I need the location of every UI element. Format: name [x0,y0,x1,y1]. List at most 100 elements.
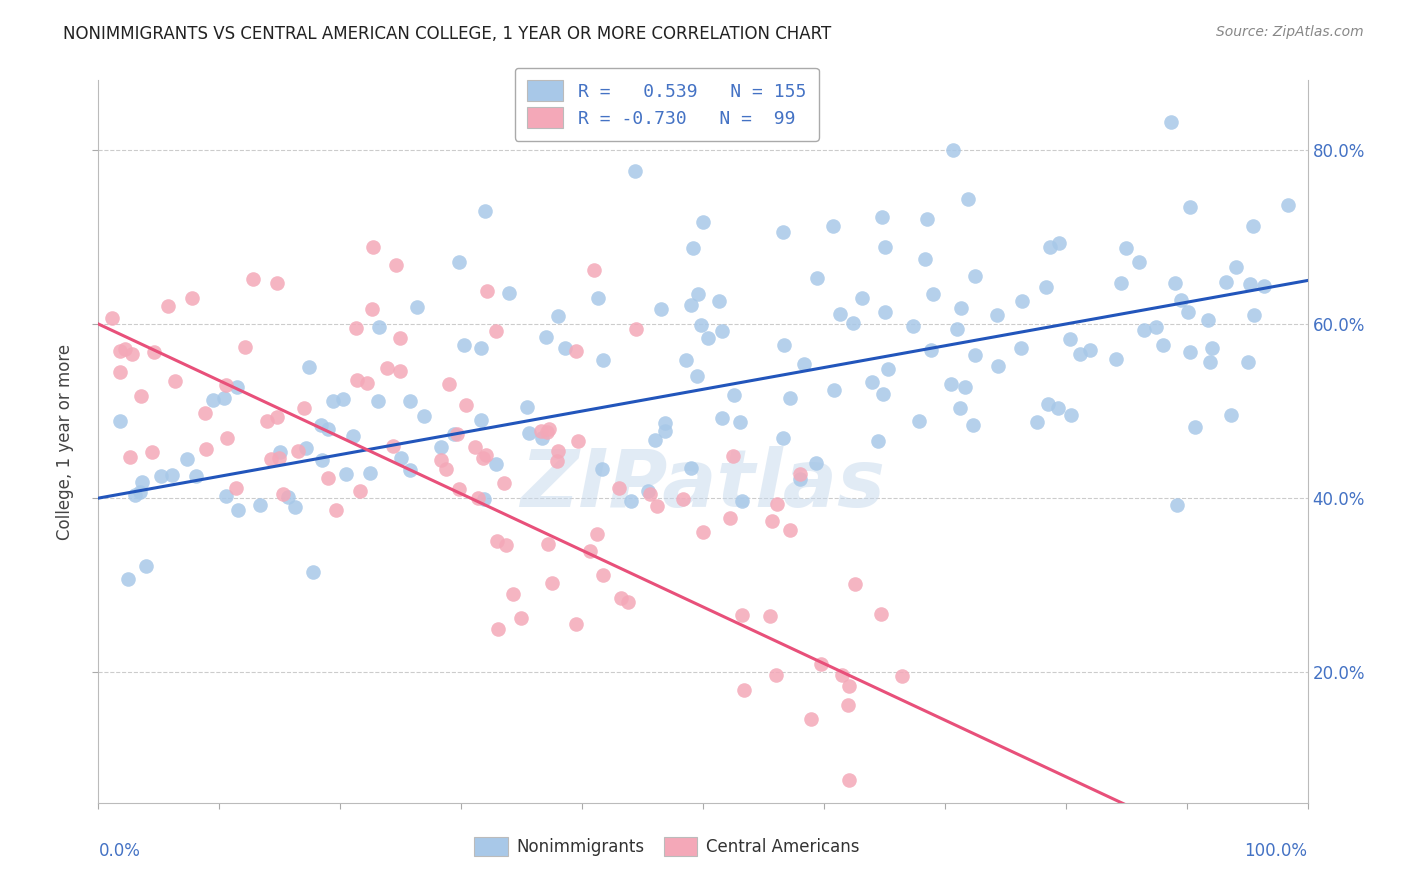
Point [449,255,471,269]
Point [316,471,339,485]
Point [686,368,709,383]
Point [472,491,495,506]
Point [118,450,141,465]
Point [1178,345,1201,359]
Point [772,225,794,239]
Point [398,393,420,408]
Point [256,414,278,428]
Point [806,270,828,285]
Point [793,357,815,371]
Point [707,294,730,309]
Point [453,337,475,351]
Point [194,442,217,456]
Point [277,490,299,504]
Point [1243,308,1265,322]
Point [640,487,662,501]
Point [806,456,828,470]
Point [962,417,984,432]
Point [765,497,787,511]
Point [474,204,496,219]
Point [828,307,851,321]
Point [761,514,783,528]
Text: 0.0%: 0.0% [98,842,141,860]
Point [637,484,659,499]
Point [546,454,568,468]
Point [332,392,354,406]
Point [101,310,124,325]
Point [121,347,143,361]
Point [1197,313,1219,327]
Point [389,451,412,466]
Point [789,467,811,482]
Text: ZIPatlas: ZIPatlas [520,446,886,524]
Point [1078,343,1101,357]
Point [870,210,893,224]
Point [721,449,744,463]
Point [434,462,457,476]
Point [129,389,152,403]
Point [269,450,291,465]
Point [412,409,434,424]
Point [942,143,965,157]
Point [1160,114,1182,128]
Point [537,537,560,551]
Point [225,481,247,495]
Point [531,431,554,445]
Point [361,240,384,254]
Point [765,668,787,682]
Point [890,669,912,683]
Point [866,434,889,449]
Point [322,394,344,409]
Point [398,463,420,477]
Point [1164,277,1187,291]
Point [485,324,508,338]
Point [624,322,647,336]
Point [284,500,307,514]
Point [349,484,371,499]
Point [242,271,264,285]
Point [672,491,695,506]
Point [1039,240,1062,254]
Point [534,330,557,344]
Point [1166,498,1188,512]
Point [212,391,235,405]
Point [344,321,367,335]
Point [184,469,207,483]
Point [454,398,477,412]
Point [1241,219,1264,234]
Point [679,298,702,312]
Point [530,424,553,438]
Point [510,611,533,625]
Point [730,415,752,429]
Point [547,309,569,323]
Point [1277,198,1299,212]
Point [1059,332,1081,346]
Point [592,352,614,367]
Point [710,410,733,425]
Point [696,331,718,345]
Point [467,491,489,505]
Point [567,434,589,448]
Point [1026,415,1049,429]
Point [731,494,754,508]
Point [359,466,381,480]
Point [498,285,520,300]
Point [260,452,283,467]
Point [492,475,515,490]
Point [772,432,794,446]
Point [731,608,754,623]
Point [266,409,288,424]
Point [266,277,288,291]
Text: 100.0%: 100.0% [1244,842,1308,860]
Point [610,591,633,606]
Point [486,622,509,636]
Point [617,595,640,609]
Point [536,425,558,439]
Point [1133,323,1156,337]
Point [225,380,247,394]
Point [710,324,733,338]
Point [1239,277,1261,291]
Point [471,451,494,466]
Point [831,668,853,682]
Point [1010,341,1032,355]
